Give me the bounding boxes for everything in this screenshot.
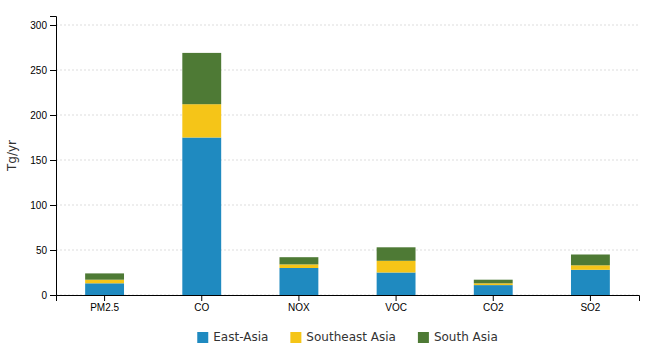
- bar: [571, 255, 610, 266]
- tick-mark: [50, 205, 56, 206]
- bar: [474, 283, 513, 285]
- tick-mark: [104, 295, 105, 301]
- series: [85, 138, 610, 296]
- bar: [571, 265, 610, 270]
- axis-line: [57, 296, 640, 302]
- legend-swatch: [290, 332, 301, 343]
- grid-line: [56, 25, 639, 26]
- legend-label: East-Asia: [213, 330, 268, 344]
- legend: East-Asia Southeast Asia South Asia: [197, 330, 497, 344]
- tick-label: NOX: [288, 302, 310, 313]
- tick: 50: [36, 245, 56, 256]
- series: [85, 104, 610, 285]
- tick-mark: [493, 295, 494, 301]
- tick-mark: [50, 250, 56, 251]
- bar: [377, 273, 416, 296]
- tick: VOC: [385, 295, 407, 313]
- bar: [377, 247, 416, 260]
- tick: 250: [30, 65, 56, 76]
- axis-line: [50, 17, 57, 296]
- bar: [474, 280, 513, 284]
- bar: [85, 273, 124, 279]
- tick: CO2: [483, 295, 504, 313]
- series: [85, 53, 610, 283]
- tick-mark: [50, 70, 56, 71]
- tick: 0: [41, 290, 56, 301]
- grid-line: [56, 205, 639, 206]
- tick: PM2.5: [90, 295, 119, 313]
- plot: 0 50 100 150 200 250 300 PM2.5 CO NOX VOC CO2 SO2: [30, 17, 639, 314]
- bar: [182, 104, 221, 137]
- bar: [182, 138, 221, 296]
- bar: [377, 261, 416, 273]
- tick-label: 150: [30, 155, 47, 166]
- grid-line: [56, 115, 639, 116]
- bar: [571, 270, 610, 295]
- y-axis-label: Tg/yr: [5, 140, 19, 172]
- tick-mark: [50, 295, 56, 296]
- tick: CO: [194, 295, 209, 313]
- tick-mark: [201, 295, 202, 301]
- tick-label: 100: [30, 200, 47, 211]
- tick: NOX: [288, 295, 310, 313]
- grid-line: [56, 160, 639, 161]
- tick-mark: [50, 115, 56, 116]
- bars: [85, 53, 610, 295]
- grid-line: [56, 70, 639, 71]
- tick-label: 50: [36, 245, 48, 256]
- legend-item: Southeast Asia: [290, 330, 396, 344]
- tick-mark: [298, 295, 299, 301]
- tick: 300: [30, 20, 56, 31]
- tick: 100: [30, 200, 56, 211]
- tick-mark: [50, 25, 56, 26]
- bar: [474, 285, 513, 295]
- x-axis: PM2.5 CO NOX VOC CO2 SO2: [57, 295, 640, 313]
- tick-label: 300: [30, 20, 47, 31]
- legend-label: Southeast Asia: [306, 330, 396, 344]
- bar: [279, 268, 318, 295]
- tick-label: SO2: [580, 302, 600, 313]
- tick-label: 250: [30, 65, 47, 76]
- tick-label: 0: [41, 290, 47, 301]
- tick-mark: [396, 295, 397, 301]
- tick-mark: [590, 295, 591, 301]
- y-axis: 0 50 100 150 200 250 300: [30, 17, 56, 301]
- bar: [279, 257, 318, 264]
- bar: [279, 264, 318, 268]
- tick: 150: [30, 155, 56, 166]
- tick-label: CO: [194, 302, 209, 313]
- tick: SO2: [580, 295, 600, 313]
- legend-label: South Asia: [434, 330, 498, 344]
- tick-label: PM2.5: [90, 302, 119, 313]
- tick-label: VOC: [385, 302, 407, 313]
- bar: [85, 283, 124, 295]
- tick-label: 200: [30, 110, 47, 121]
- bar: [182, 53, 221, 104]
- tick-label: CO2: [483, 302, 504, 313]
- grid-line: [56, 250, 639, 251]
- legend-swatch: [418, 332, 429, 343]
- legend-item: East-Asia: [197, 330, 268, 344]
- bar: [85, 280, 124, 284]
- legend-item: South Asia: [418, 330, 498, 344]
- grid: [56, 25, 639, 295]
- legend-swatch: [197, 332, 208, 343]
- chart: 0 50 100 150 200 250 300 PM2.5 CO NOX VOC CO2 SO2 Tg/…: [0, 0, 659, 357]
- tick: 200: [30, 110, 56, 121]
- tick-mark: [50, 160, 56, 161]
